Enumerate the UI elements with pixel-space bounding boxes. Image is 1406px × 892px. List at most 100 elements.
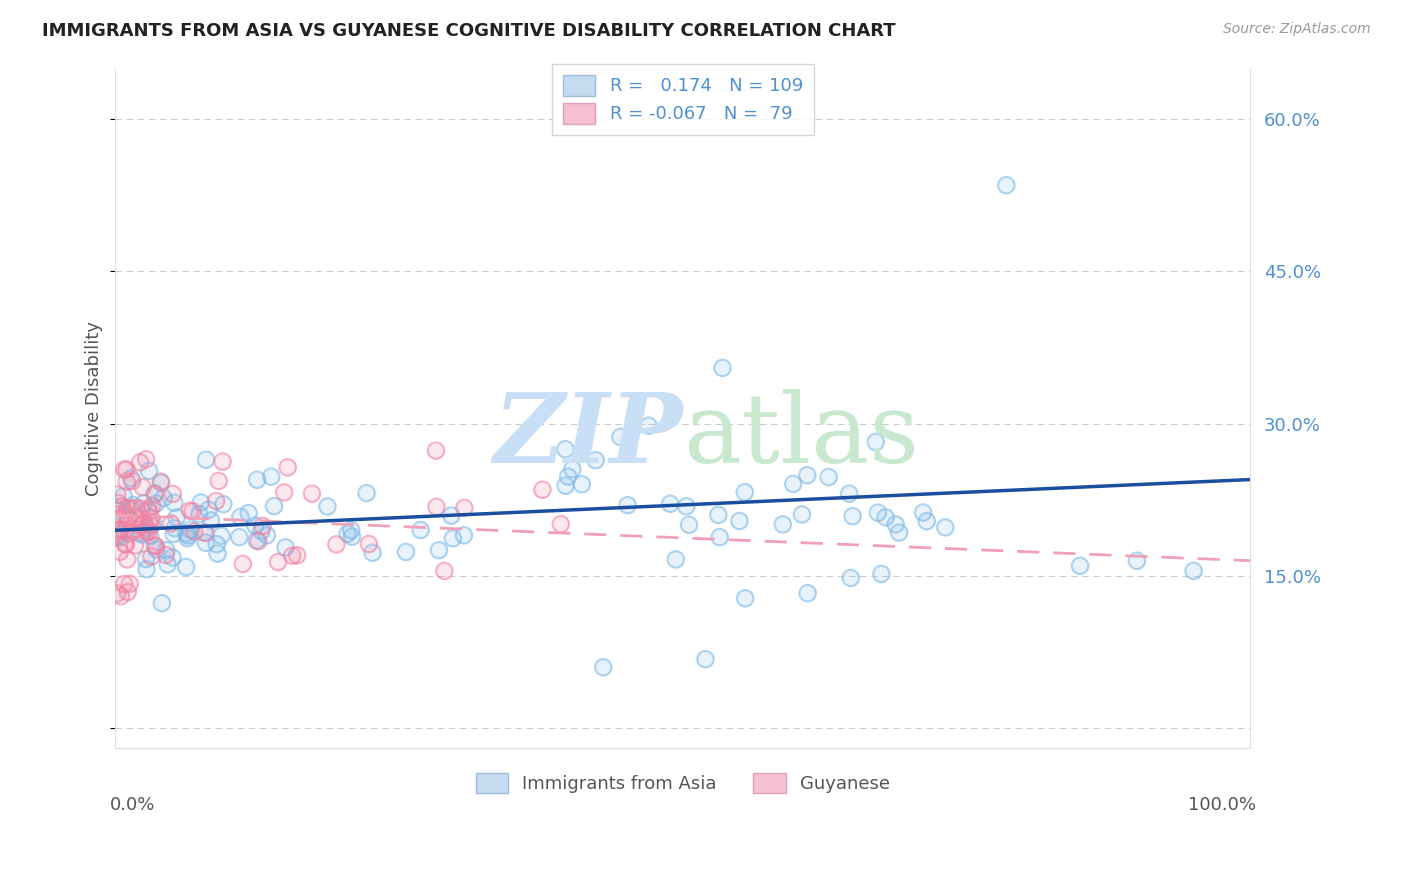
Point — [839, 571, 862, 585]
Point — [695, 652, 717, 666]
Point — [115, 475, 138, 489]
Point — [301, 486, 323, 500]
Point — [839, 571, 862, 585]
Point — [409, 523, 432, 537]
Point — [107, 531, 129, 545]
Point — [616, 498, 638, 512]
Point — [112, 524, 135, 538]
Point — [550, 517, 572, 532]
Point — [125, 522, 148, 536]
Point — [107, 504, 129, 518]
Point — [285, 549, 308, 563]
Point — [176, 531, 198, 545]
Point — [107, 487, 129, 501]
Point — [150, 596, 173, 610]
Point — [1182, 564, 1205, 578]
Point — [229, 509, 252, 524]
Point — [609, 430, 631, 444]
Point — [252, 519, 274, 533]
Point — [440, 508, 463, 523]
Point — [125, 510, 148, 524]
Point — [1126, 554, 1149, 568]
Point — [207, 547, 229, 561]
Point — [117, 585, 139, 599]
Point — [107, 496, 129, 510]
Point — [866, 506, 889, 520]
Point — [209, 529, 232, 543]
Point — [135, 521, 157, 535]
Point — [111, 500, 134, 514]
Point — [678, 517, 700, 532]
Point — [870, 566, 893, 581]
Point — [143, 538, 166, 552]
Point — [205, 494, 228, 508]
Point — [665, 552, 688, 566]
Point — [143, 487, 166, 501]
Point — [190, 495, 212, 509]
Point — [120, 471, 142, 485]
Point — [138, 504, 160, 518]
Point — [160, 516, 183, 531]
Point — [107, 523, 129, 537]
Point — [149, 475, 172, 489]
Point — [585, 453, 607, 467]
Point — [212, 497, 235, 511]
Point — [107, 508, 129, 522]
Point — [200, 513, 222, 527]
Point — [796, 468, 818, 483]
Point — [108, 545, 131, 559]
Point — [155, 548, 177, 562]
Point — [117, 501, 139, 516]
Point — [174, 560, 197, 574]
Point — [915, 514, 938, 528]
Point — [177, 528, 200, 542]
Point — [790, 508, 813, 522]
Point — [134, 516, 156, 530]
Point — [183, 524, 205, 539]
Point — [115, 537, 138, 551]
Point — [141, 549, 163, 564]
Point — [875, 510, 897, 524]
Point — [453, 528, 475, 542]
Point — [160, 516, 183, 531]
Point — [132, 496, 155, 510]
Text: atlas: atlas — [683, 389, 918, 483]
Point — [145, 539, 167, 553]
Point — [734, 485, 756, 500]
Point — [212, 497, 235, 511]
Point — [260, 469, 283, 483]
Point — [453, 500, 475, 515]
Point — [336, 526, 359, 541]
Point — [425, 443, 447, 458]
Point — [142, 516, 165, 531]
Point — [112, 577, 135, 591]
Point — [122, 498, 145, 512]
Point — [163, 496, 186, 510]
Point — [772, 517, 794, 532]
Point — [441, 531, 464, 545]
Point — [107, 508, 129, 522]
Point — [340, 523, 363, 537]
Point — [107, 586, 129, 600]
Point — [145, 542, 167, 557]
Point — [208, 474, 231, 488]
Point — [427, 543, 450, 558]
Point — [340, 530, 363, 544]
Point — [114, 507, 136, 521]
Point — [709, 530, 731, 544]
Point — [134, 516, 156, 530]
Point — [707, 508, 730, 522]
Point — [118, 526, 141, 541]
Point — [155, 548, 177, 562]
Point — [152, 491, 174, 505]
Point — [228, 530, 250, 544]
Point — [129, 455, 152, 469]
Point — [695, 652, 717, 666]
Point — [205, 494, 228, 508]
Point — [179, 523, 201, 537]
Point — [141, 518, 163, 533]
Point — [193, 525, 215, 540]
Point — [425, 500, 447, 514]
Point — [125, 522, 148, 536]
Point — [247, 534, 270, 549]
